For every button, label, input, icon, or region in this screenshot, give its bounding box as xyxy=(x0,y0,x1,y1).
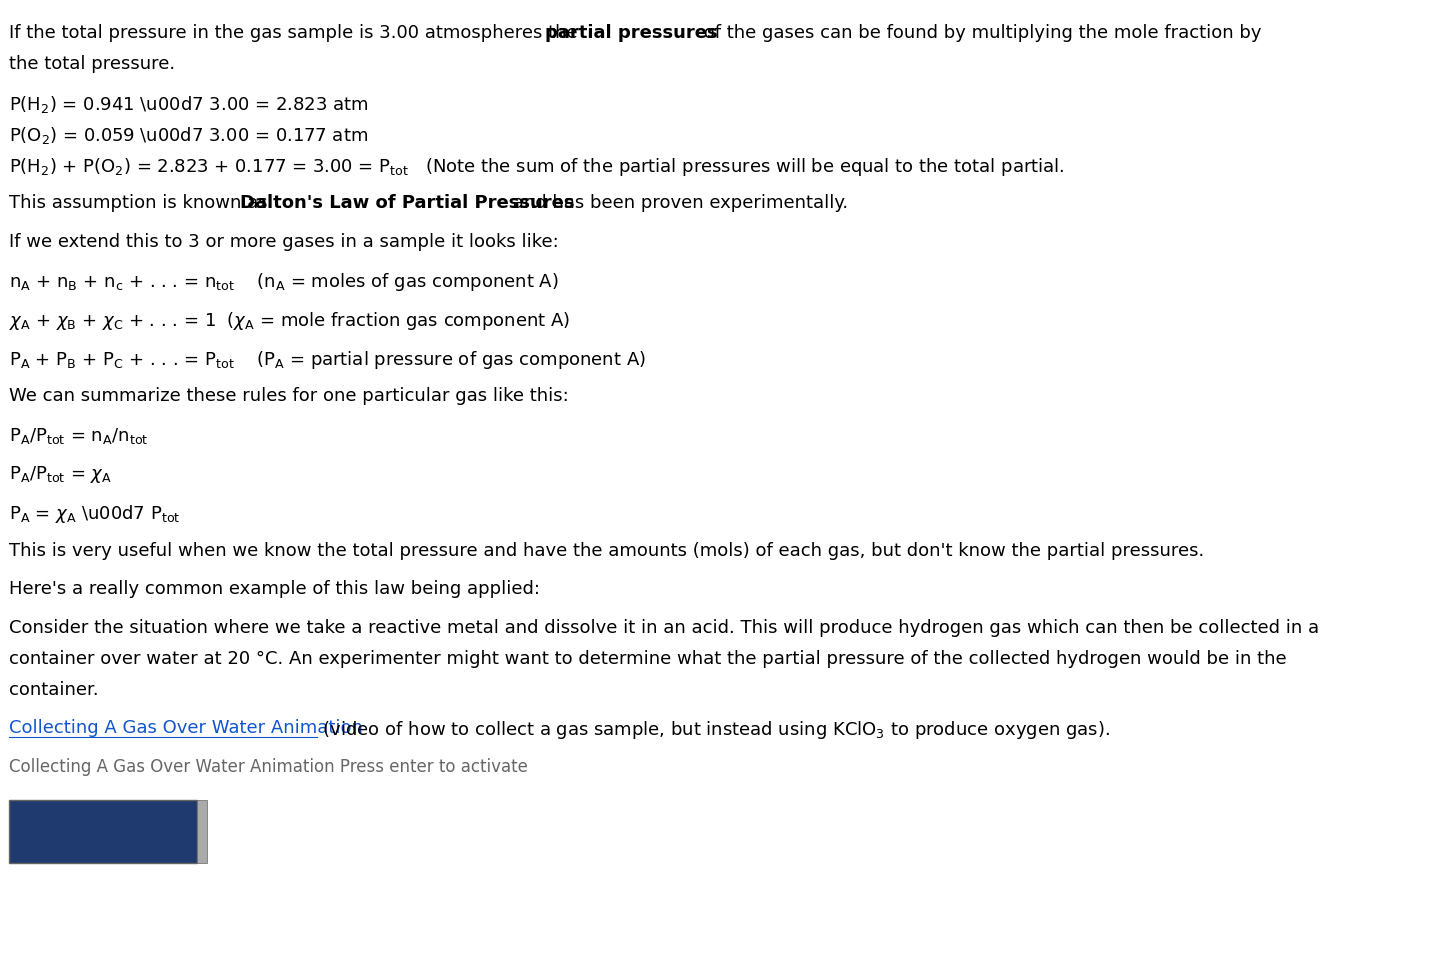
Text: the total pressure.: the total pressure. xyxy=(9,55,174,73)
Text: P$_\mathrm{A}$/P$_\mathrm{tot}$ = n$_\mathrm{A}$/n$_\mathrm{tot}$: P$_\mathrm{A}$/P$_\mathrm{tot}$ = n$_\ma… xyxy=(9,426,149,445)
Text: Collecting A Gas Over Water Animation Press enter to activate: Collecting A Gas Over Water Animation Pr… xyxy=(9,758,527,776)
Text: and has been proven experimentally.: and has been proven experimentally. xyxy=(507,194,847,212)
Text: container.: container. xyxy=(9,681,99,699)
Bar xyxy=(197,801,207,863)
Text: Collecting A Gas Over Water Animation: Collecting A Gas Over Water Animation xyxy=(9,719,363,737)
Text: Consider the situation where we take a reactive metal and dissolve it in an acid: Consider the situation where we take a r… xyxy=(9,619,1319,636)
Text: We can summarize these rules for one particular gas like this:: We can summarize these rules for one par… xyxy=(9,387,569,405)
Text: This is very useful when we know the total pressure and have the amounts (mols) : This is very useful when we know the tot… xyxy=(9,541,1203,560)
Text: partial pressures: partial pressures xyxy=(544,24,717,42)
Text: P(H$_2$) + P(O$_2$) = 2.823 + 0.177 = 3.00 = P$_\mathrm{tot}$   (Note the sum of: P(H$_2$) + P(O$_2$) = 2.823 + 0.177 = 3.… xyxy=(9,156,1063,178)
Text: n$_\mathrm{A}$ + n$_\mathrm{B}$ + n$_\mathrm{c}$ + . . . = n$_\mathrm{tot}$    (: n$_\mathrm{A}$ + n$_\mathrm{B}$ + n$_\ma… xyxy=(9,272,559,294)
Text: P$_\mathrm{A}$/P$_\mathrm{tot}$ = $\chi_\mathrm{A}$: P$_\mathrm{A}$/P$_\mathrm{tot}$ = $\chi_… xyxy=(9,465,111,486)
Text: This assumption is known as: This assumption is known as xyxy=(9,194,273,212)
Bar xyxy=(9,801,197,863)
Text: P$_\mathrm{A}$ + P$_\mathrm{B}$ + P$_\mathrm{C}$ + . . . = P$_\mathrm{tot}$    (: P$_\mathrm{A}$ + P$_\mathrm{B}$ + P$_\ma… xyxy=(9,348,646,371)
Text: of the gases can be found by multiplying the mole fraction by: of the gases can be found by multiplying… xyxy=(699,24,1262,42)
Text: P$_\mathrm{A}$ = $\chi_\mathrm{A}$ \u00d7 P$_\mathrm{tot}$: P$_\mathrm{A}$ = $\chi_\mathrm{A}$ \u00d… xyxy=(9,503,180,525)
Text: Here's a really common example of this law being applied:: Here's a really common example of this l… xyxy=(9,580,540,598)
Text: $\chi_\mathrm{A}$ + $\chi_\mathrm{B}$ + $\chi_\mathrm{C}$ + . . . = 1  ($\chi_\m: $\chi_\mathrm{A}$ + $\chi_\mathrm{B}$ + … xyxy=(9,310,570,332)
Text: If we extend this to 3 or more gases in a sample it looks like:: If we extend this to 3 or more gases in … xyxy=(9,233,559,251)
Text: P(H$_2$) = 0.941 \u00d7 3.00 = 2.823 atm: P(H$_2$) = 0.941 \u00d7 3.00 = 2.823 atm xyxy=(9,94,367,114)
Text: Dalton's Law of Partial Pressures: Dalton's Law of Partial Pressures xyxy=(240,194,574,212)
Text: If the total pressure in the gas sample is 3.00 atmospheres the: If the total pressure in the gas sample … xyxy=(9,24,583,42)
Text: container over water at 20 °C. An experimenter might want to determine what the : container over water at 20 °C. An experi… xyxy=(9,650,1286,668)
Text: P(O$_2$) = 0.059 \u00d7 3.00 = 0.177 atm: P(O$_2$) = 0.059 \u00d7 3.00 = 0.177 atm xyxy=(9,125,367,146)
Text: (video of how to collect a gas sample, but instead using KClO$_3$ to produce oxy: (video of how to collect a gas sample, b… xyxy=(317,719,1110,741)
